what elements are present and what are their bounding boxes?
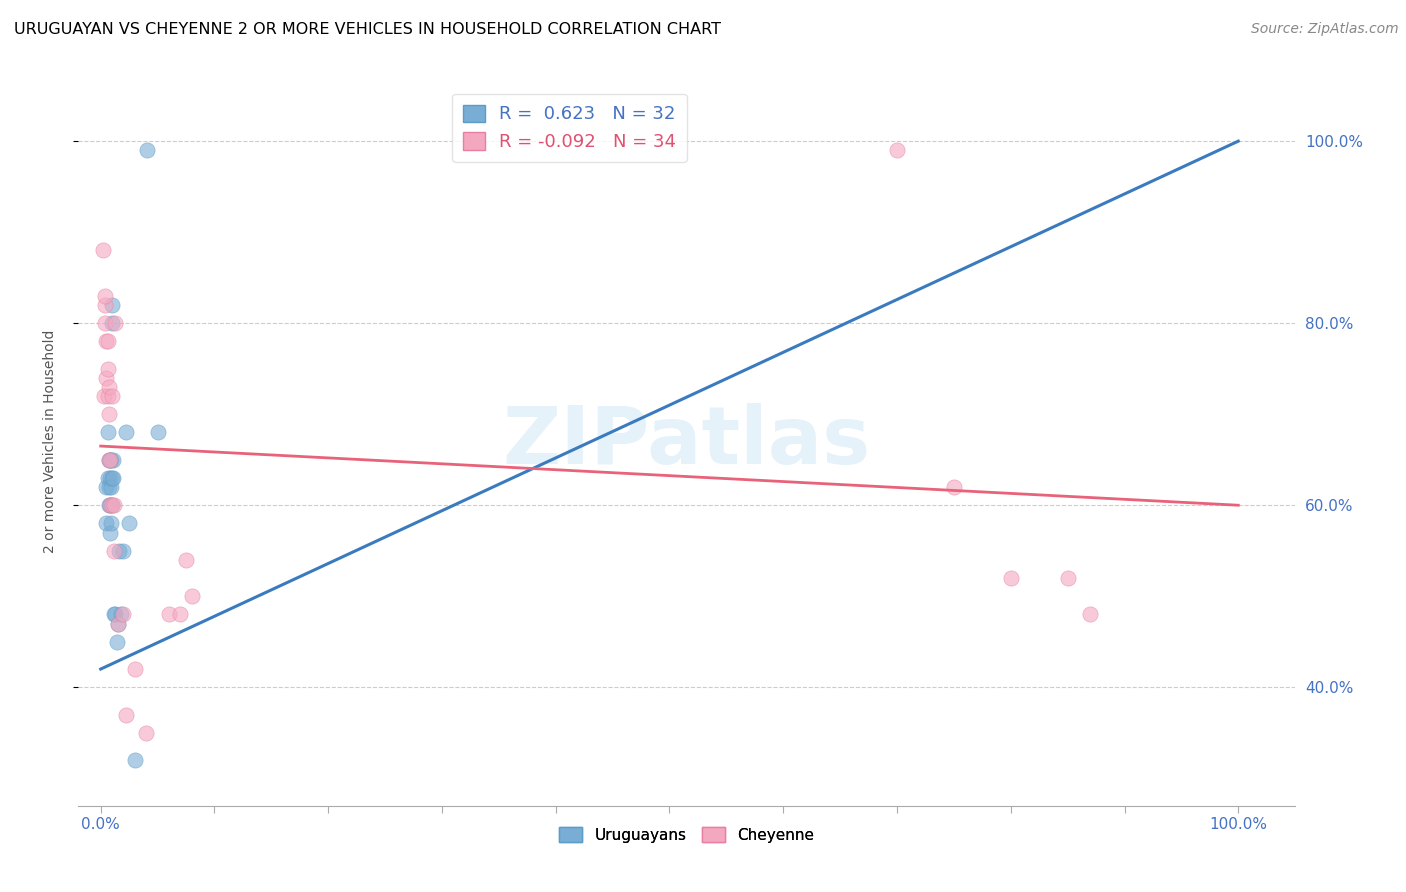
Point bbox=[112, 607, 135, 622]
Point bbox=[98, 452, 121, 467]
Point bbox=[1080, 607, 1102, 622]
Point bbox=[96, 480, 118, 494]
Point bbox=[96, 371, 118, 385]
Point bbox=[135, 726, 157, 740]
Point bbox=[97, 452, 120, 467]
Point bbox=[93, 389, 115, 403]
Point bbox=[94, 298, 117, 312]
Point bbox=[100, 452, 122, 467]
Y-axis label: 2 or more Vehicles in Household: 2 or more Vehicles in Household bbox=[44, 330, 58, 553]
Point bbox=[97, 380, 120, 394]
Point bbox=[100, 516, 122, 531]
Point bbox=[97, 498, 120, 512]
Point bbox=[103, 471, 125, 485]
Point bbox=[96, 334, 118, 349]
Legend: Uruguayans, Cheyenne: Uruguayans, Cheyenne bbox=[553, 821, 820, 849]
Point bbox=[96, 361, 118, 376]
Point bbox=[98, 452, 121, 467]
Point bbox=[104, 316, 127, 330]
Point bbox=[97, 407, 120, 421]
Point bbox=[96, 516, 118, 531]
Point bbox=[101, 498, 124, 512]
Point bbox=[100, 480, 122, 494]
Point bbox=[146, 425, 169, 440]
Point bbox=[101, 389, 124, 403]
Point bbox=[101, 498, 124, 512]
Point bbox=[96, 425, 118, 440]
Point bbox=[97, 480, 120, 494]
Point bbox=[104, 607, 127, 622]
Point bbox=[169, 607, 191, 622]
Text: URUGUAYAN VS CHEYENNE 2 OR MORE VEHICLES IN HOUSEHOLD CORRELATION CHART: URUGUAYAN VS CHEYENNE 2 OR MORE VEHICLES… bbox=[14, 22, 721, 37]
Text: Source: ZipAtlas.com: Source: ZipAtlas.com bbox=[1251, 22, 1399, 37]
Point bbox=[96, 334, 118, 349]
Point bbox=[91, 244, 114, 258]
Text: ZIPatlas: ZIPatlas bbox=[502, 402, 870, 481]
Point bbox=[108, 543, 131, 558]
Point bbox=[97, 452, 120, 467]
Point bbox=[1056, 571, 1078, 585]
Point bbox=[103, 607, 125, 622]
Point bbox=[174, 553, 197, 567]
Point bbox=[105, 634, 128, 648]
Point bbox=[98, 471, 121, 485]
Point bbox=[96, 471, 118, 485]
Point bbox=[942, 480, 965, 494]
Point bbox=[98, 498, 121, 512]
Point bbox=[114, 425, 136, 440]
Point bbox=[101, 316, 124, 330]
Point bbox=[98, 498, 121, 512]
Point bbox=[103, 452, 125, 467]
Point bbox=[103, 498, 125, 512]
Point bbox=[98, 525, 121, 540]
Point bbox=[180, 589, 202, 603]
Point bbox=[886, 143, 908, 157]
Point bbox=[107, 616, 129, 631]
Point bbox=[110, 607, 132, 622]
Point bbox=[112, 543, 135, 558]
Point bbox=[114, 707, 136, 722]
Point bbox=[1000, 571, 1022, 585]
Point bbox=[101, 471, 124, 485]
Point bbox=[103, 543, 125, 558]
Point bbox=[96, 389, 118, 403]
Point bbox=[157, 607, 180, 622]
Point bbox=[124, 662, 146, 676]
Point bbox=[101, 298, 124, 312]
Point bbox=[94, 316, 117, 330]
Point bbox=[107, 616, 129, 631]
Point bbox=[124, 753, 146, 767]
Point bbox=[136, 143, 159, 157]
Point bbox=[118, 516, 141, 531]
Point bbox=[94, 289, 117, 303]
